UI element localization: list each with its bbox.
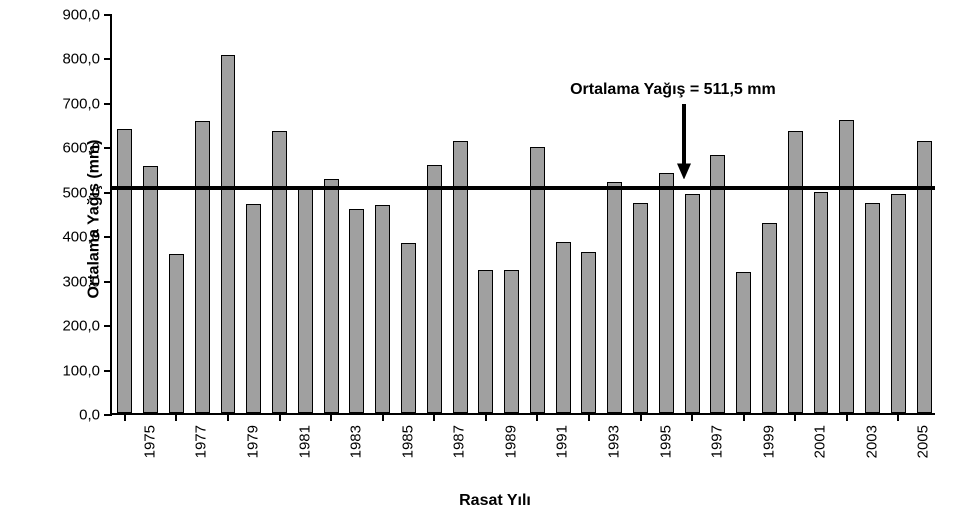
avg-line (112, 186, 935, 190)
x-tick (433, 413, 435, 421)
x-tick (588, 413, 590, 421)
bar (865, 203, 880, 413)
x-tick-label: 1991 (554, 425, 571, 458)
bar (401, 243, 416, 413)
x-tick-label: 1997 (709, 425, 726, 458)
y-tick (104, 14, 112, 16)
y-tick-label: 800,0 (62, 51, 100, 68)
y-tick (104, 58, 112, 60)
x-tick-label: 1979 (245, 425, 262, 458)
x-tick-label: 1995 (657, 425, 674, 458)
bar (762, 223, 777, 413)
x-tick (743, 413, 745, 421)
y-tick-label: 900,0 (62, 7, 100, 24)
bar (143, 166, 158, 413)
x-axis-label: Rasat Yılı (459, 492, 531, 510)
plot-area: 0,0100,0200,0300,0400,0500,0600,0700,080… (110, 15, 935, 415)
bar (839, 120, 854, 413)
bar (272, 131, 287, 413)
avg-annotation: Ortalama Yağış = 511,5 mm (570, 81, 776, 99)
x-tick-label: 1989 (503, 425, 520, 458)
bar (324, 179, 339, 413)
bar (298, 189, 313, 413)
x-tick-label: 1983 (348, 425, 365, 458)
bar (736, 272, 751, 413)
bar (169, 254, 184, 413)
y-tick (104, 325, 112, 327)
y-tick (104, 236, 112, 238)
bar (581, 252, 596, 413)
arrow-down-icon (670, 104, 698, 180)
bar (788, 131, 803, 413)
x-tick (124, 413, 126, 421)
bar (891, 194, 906, 413)
bar (504, 270, 519, 413)
x-tick-label: 1975 (142, 425, 159, 458)
x-tick (897, 413, 899, 421)
bar (453, 141, 468, 413)
y-tick (104, 281, 112, 283)
x-tick-label: 1981 (296, 425, 313, 458)
bar (659, 173, 674, 413)
y-tick (104, 414, 112, 416)
y-tick (104, 370, 112, 372)
x-tick-label: 1993 (606, 425, 623, 458)
x-tick-label: 2005 (915, 425, 932, 458)
y-tick-label: 700,0 (62, 95, 100, 112)
bar (607, 182, 622, 413)
bar (427, 165, 442, 413)
x-tick-label: 1999 (760, 425, 777, 458)
y-tick-label: 400,0 (62, 229, 100, 246)
x-tick-label: 1977 (193, 425, 210, 458)
bar (246, 204, 261, 413)
x-tick (382, 413, 384, 421)
y-tick (104, 103, 112, 105)
y-tick-label: 500,0 (62, 184, 100, 201)
x-tick (227, 413, 229, 421)
bar (221, 55, 236, 413)
bar (195, 121, 210, 413)
x-tick-label: 2001 (812, 425, 829, 458)
bar-chart: Ortalama Yağış (mm) Rasat Yılı 0,0100,02… (45, 10, 945, 505)
bar (478, 270, 493, 413)
x-tick-label: 2003 (863, 425, 880, 458)
x-tick (846, 413, 848, 421)
y-tick-label: 100,0 (62, 362, 100, 379)
x-tick (794, 413, 796, 421)
x-tick-label: 1987 (451, 425, 468, 458)
x-tick (640, 413, 642, 421)
bar (917, 141, 932, 413)
x-tick (691, 413, 693, 421)
bar (349, 209, 364, 413)
bar (117, 129, 132, 413)
y-tick (104, 147, 112, 149)
y-tick-label: 600,0 (62, 140, 100, 157)
x-tick (536, 413, 538, 421)
bar (710, 155, 725, 413)
bar (375, 205, 390, 413)
x-tick (485, 413, 487, 421)
x-tick (279, 413, 281, 421)
x-tick-label: 1985 (399, 425, 416, 458)
y-tick-label: 300,0 (62, 273, 100, 290)
x-tick (175, 413, 177, 421)
y-tick-label: 0,0 (79, 407, 100, 424)
y-tick (104, 192, 112, 194)
bar (685, 194, 700, 413)
x-tick (330, 413, 332, 421)
y-tick-label: 200,0 (62, 318, 100, 335)
bar (814, 192, 829, 413)
bar (556, 242, 571, 413)
bar (633, 203, 648, 413)
